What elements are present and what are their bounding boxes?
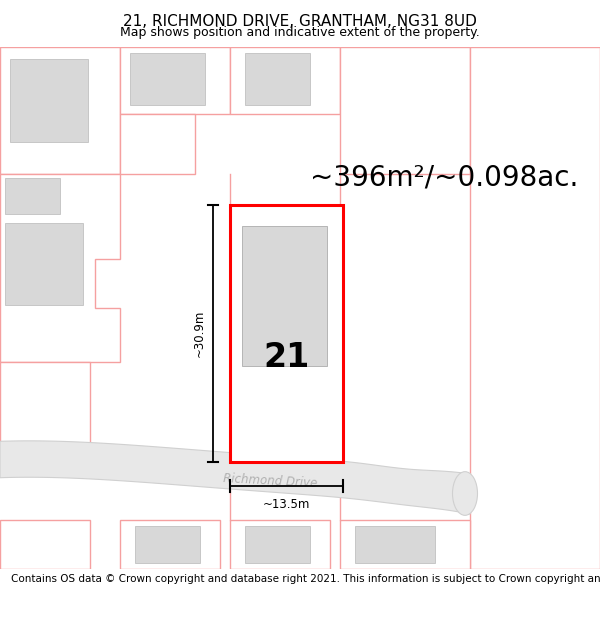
Text: ~396m²/~0.098ac.: ~396m²/~0.098ac. bbox=[310, 164, 578, 192]
Text: ~13.5m: ~13.5m bbox=[263, 498, 310, 511]
Bar bbox=[470, 47, 600, 569]
Polygon shape bbox=[0, 441, 470, 514]
Bar bbox=[135, 526, 200, 562]
Bar bbox=[5, 223, 83, 306]
Bar bbox=[120, 47, 230, 114]
Bar bbox=[5, 178, 60, 214]
Bar bbox=[230, 204, 343, 462]
Text: Contains OS data © Crown copyright and database right 2021. This information is : Contains OS data © Crown copyright and d… bbox=[11, 574, 600, 584]
Bar bbox=[245, 526, 310, 562]
Bar bbox=[355, 526, 435, 562]
Text: 21, RICHMOND DRIVE, GRANTHAM, NG31 8UD: 21, RICHMOND DRIVE, GRANTHAM, NG31 8UD bbox=[123, 14, 477, 29]
Bar bbox=[340, 47, 470, 174]
Text: Map shows position and indicative extent of the property.: Map shows position and indicative extent… bbox=[120, 26, 480, 39]
Bar bbox=[130, 53, 205, 105]
Polygon shape bbox=[0, 174, 120, 362]
Bar bbox=[0, 362, 90, 459]
Bar bbox=[120, 520, 220, 569]
Bar bbox=[230, 47, 340, 114]
Text: ~30.9m: ~30.9m bbox=[193, 309, 205, 357]
Ellipse shape bbox=[452, 472, 478, 516]
Text: Richmond Drive: Richmond Drive bbox=[223, 472, 317, 491]
Bar bbox=[245, 53, 310, 105]
Bar bbox=[340, 520, 470, 569]
Text: 21: 21 bbox=[263, 341, 310, 374]
Bar bbox=[242, 226, 327, 366]
Bar bbox=[10, 59, 88, 141]
Bar bbox=[0, 47, 120, 174]
Bar bbox=[120, 114, 195, 174]
Bar bbox=[230, 520, 330, 569]
Bar bbox=[0, 520, 90, 569]
